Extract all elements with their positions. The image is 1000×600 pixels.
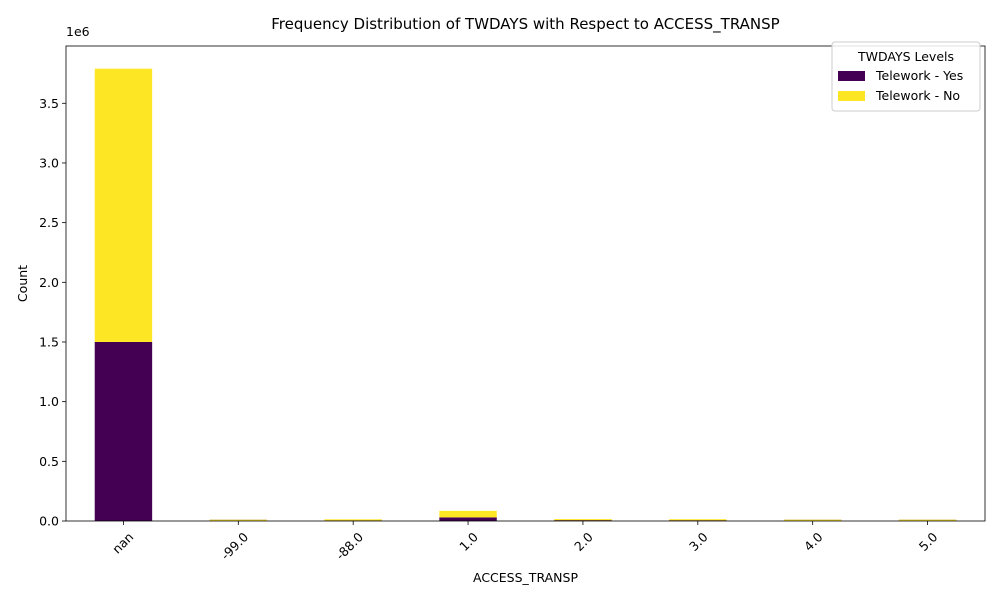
legend-swatch-yes <box>838 71 865 81</box>
plot-frame <box>65 45 986 522</box>
legend-label-no: Telework - No <box>875 88 960 103</box>
x-tick-label: 4.0 <box>801 529 826 554</box>
y-tick-label: 1.0 <box>39 394 59 409</box>
y-tick-label: 0.5 <box>39 454 59 469</box>
x-tick-label: -88.0 <box>333 529 367 563</box>
x-tick-label: 2.0 <box>571 529 596 554</box>
bar-no-5 <box>669 519 727 521</box>
legend-swatch-no <box>838 91 865 101</box>
y-axis-title: Count <box>15 265 30 302</box>
y-tick-label: 3.5 <box>39 96 59 111</box>
bars-group <box>94 68 957 521</box>
y-ticks-group: 0.0 0.5 1.0 1.5 2.0 2.5 3.0 3.5 <box>39 96 66 529</box>
x-tick-label: nan <box>109 529 136 556</box>
bar-no-4 <box>554 519 612 521</box>
y-tick-label: 1.5 <box>39 334 59 349</box>
bar-yes-3 <box>439 517 497 521</box>
legend-box <box>831 41 981 112</box>
y-tick-label: 0.0 <box>39 514 59 529</box>
x-axis-title: ACCESS_TRANSP <box>473 570 578 585</box>
y-tick-label: 2.5 <box>39 215 59 230</box>
bar-yes-4 <box>554 519 612 521</box>
y-tick-label: 3.0 <box>39 155 59 170</box>
x-tick-label: 3.0 <box>686 529 711 554</box>
x-tick-label: -99.0 <box>218 529 252 563</box>
y-offset-label: 1e6 <box>66 24 90 39</box>
legend: TWDAYS Levels Telework - Yes Telework - N… <box>831 41 981 112</box>
y-tick-label: 2.0 <box>39 275 59 290</box>
legend-items: Telework - Yes Telework - No <box>838 68 963 103</box>
chart-title: Frequency Distribution of TWDAYS with Re… <box>271 15 779 34</box>
bar-no-2 <box>324 519 382 521</box>
bar-no-6 <box>783 519 842 521</box>
x-tick-label: 1.0 <box>456 529 481 554</box>
bar-no-7 <box>898 519 957 521</box>
bar-no-0 <box>94 68 153 342</box>
x-ticks-group: nan -99.0 -88.0 1.0 2.0 3.0 4.0 5.0 <box>109 521 940 563</box>
legend-label-yes: Telework - Yes <box>875 68 963 83</box>
legend-title: TWDAYS Levels <box>857 49 954 64</box>
x-tick-label: 5.0 <box>916 529 941 554</box>
bar-no-3 <box>439 510 497 518</box>
bar-no-1 <box>209 519 268 521</box>
bar-yes-0 <box>94 341 153 521</box>
